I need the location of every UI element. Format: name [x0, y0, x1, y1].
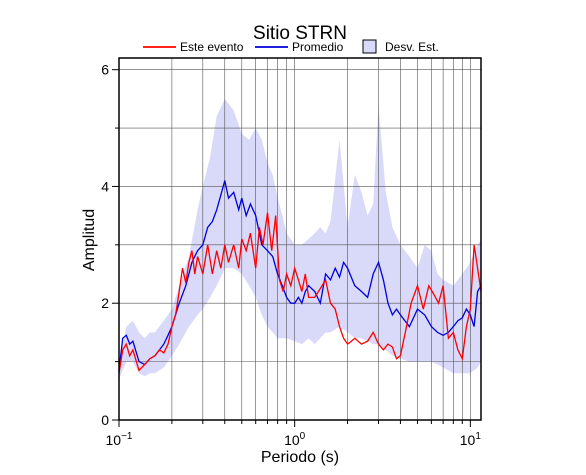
x-tick-label-exponent: −1: [121, 431, 133, 442]
y-axis-label: Amplitud: [81, 209, 98, 271]
grid-lines: [119, 58, 481, 420]
y-tick-label: 2: [101, 295, 109, 311]
plot-area: [118, 57, 482, 421]
legend: Este evento Promedio Desv. Est.: [143, 39, 439, 54]
x-tick-label: 100: [284, 431, 306, 448]
legend-swatch: [362, 39, 377, 54]
x-tick-label-exponent: 0: [300, 431, 306, 442]
y-tick-label: 6: [101, 62, 109, 78]
std-dev-band: [119, 98, 481, 380]
plot-frame: [118, 57, 482, 421]
y-tick-label: 4: [101, 178, 109, 194]
x-tick-label: 101: [460, 431, 482, 448]
x-axis-label: Periodo (s): [261, 449, 339, 466]
legend-label: Desv. Est.: [385, 40, 439, 54]
y-tick-label: 0: [101, 412, 109, 428]
x-tick-label-base: 10: [460, 432, 476, 448]
legend-label: Este evento: [180, 40, 244, 54]
legend-label: Promedio: [292, 40, 344, 54]
x-tick-label-base: 10: [284, 432, 300, 448]
x-tick-label: 10−1: [106, 431, 133, 448]
x-tick-label-exponent: 1: [475, 431, 481, 442]
series-line-este-evento: [118, 212, 482, 374]
chart-title: Sitio STRN: [253, 23, 347, 44]
x-tick-label-base: 10: [106, 432, 122, 448]
